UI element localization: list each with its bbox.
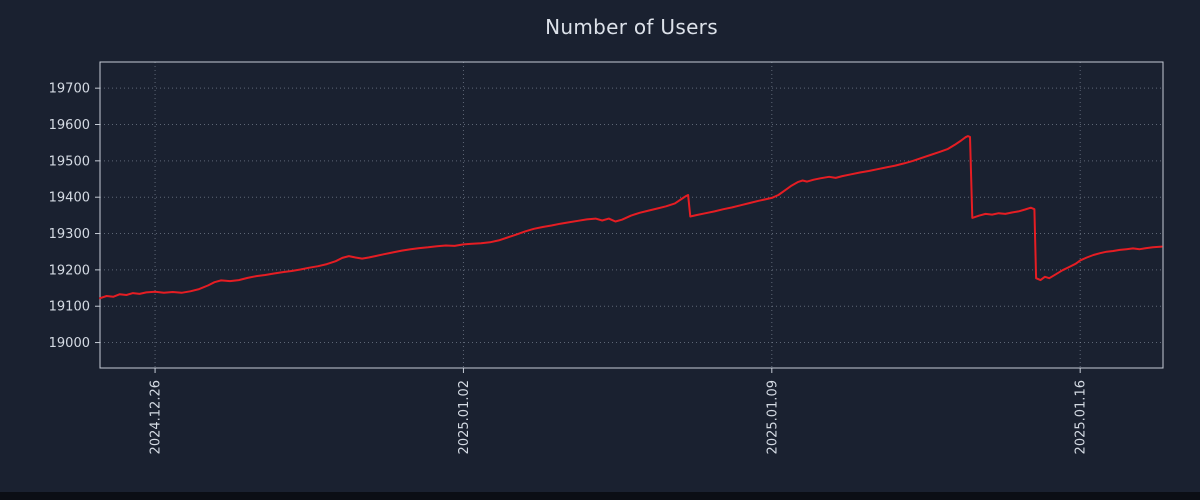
y-tick-label: 19000 (49, 336, 90, 351)
y-tick-label: 19600 (49, 118, 90, 133)
y-tick-label: 19300 (49, 227, 90, 242)
x-tick-label: 2025.01.02 (457, 380, 472, 454)
x-tick-label: 2024.12.26 (149, 380, 164, 454)
x-tick-label: 2025.01.16 (1074, 380, 1089, 454)
y-tick-label: 19500 (49, 154, 90, 169)
y-tick-label: 19700 (49, 82, 90, 97)
plot-frame (99, 61, 1164, 369)
y-tick-label: 19400 (49, 191, 90, 206)
bottom-bar (0, 492, 1200, 500)
y-tick-label: 19100 (49, 300, 90, 315)
chart-title: Number of Users (545, 15, 718, 39)
y-tick-label: 19200 (49, 263, 90, 278)
x-tick-label: 2025.01.09 (765, 380, 780, 454)
data-line-users (99, 135, 1163, 300)
